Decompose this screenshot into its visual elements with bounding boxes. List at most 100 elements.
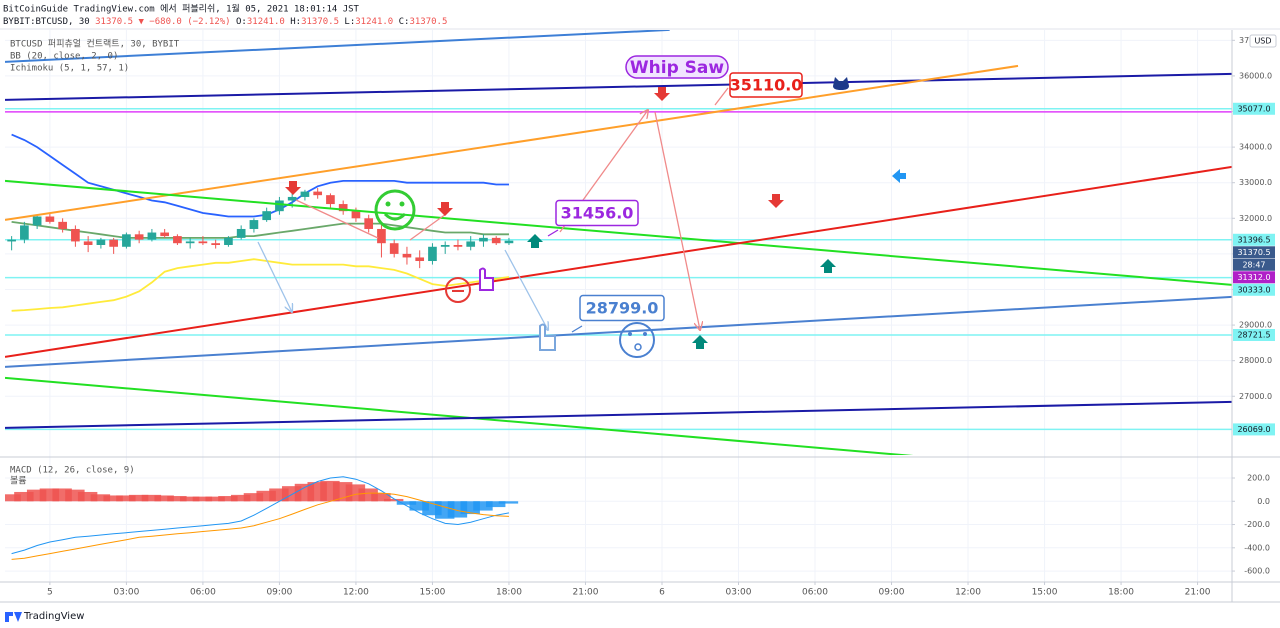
happy-face [374,189,416,231]
y-tick-label: 29000.0 [1239,321,1272,330]
macd-histogram-bar [128,494,149,502]
x-tick-label: 21:00 [1185,588,1211,598]
y-tick-label: 32000.0 [1239,214,1272,223]
macd-title: MACD (12, 26, close, 9) [10,466,135,476]
candle-body [338,204,348,212]
quote-part: C: [393,17,409,27]
callout-text: 28799.0 [586,299,659,318]
candle-body [479,237,488,242]
quote-part: 31241.0 [355,17,393,27]
candle-body [160,232,169,237]
y-tick-label: -400.0 [1244,543,1270,552]
quote-part: BYBIT:BTCUSD, 30 [3,17,95,27]
arrow [547,229,559,237]
candle-body [249,220,259,229]
arrow [295,199,379,239]
left-marker [892,169,906,183]
candle-body [134,234,144,240]
x-tick-label: 12:00 [343,588,369,598]
y-tick-label: 34000.0 [1239,143,1272,152]
candle-body [58,221,67,229]
quote-part: O: [231,17,247,27]
macd-histogram-bar [141,494,162,502]
macd-histogram-bar [473,501,493,511]
x-tick-label: 6 [659,588,665,598]
dizzy-face [619,322,655,358]
footer-brand: TradingView [23,611,84,622]
trend-line [5,72,1232,101]
trend-line [5,179,1232,286]
callout-box [579,294,665,322]
arrow [409,213,447,241]
quote-part: 31370.5 [301,17,339,27]
x-tick-label: 5 [47,588,53,598]
arrow [714,87,729,106]
macd-histogram-bar [486,501,506,508]
candle-body [428,246,437,262]
macd-histogram-bar [205,496,225,502]
candle-body [402,253,412,258]
down-marker [654,87,670,101]
trend-line [5,30,670,63]
candle-body [198,241,208,244]
candle-body [45,216,55,222]
macd-histogram-bar [383,498,404,502]
candle-body [109,239,118,247]
x-tick-label: 06:00 [802,588,828,598]
quote-part: 31370.5 ▼ −680.0 (−2.12%) [95,17,230,27]
price-label-box [1233,233,1275,246]
candle-body [491,237,501,244]
candle-body [275,200,284,212]
x-tick-label: 12:00 [955,588,981,598]
callout-box [625,55,729,79]
callout-box [729,72,803,98]
candle-body [453,244,463,247]
candle-body [287,196,297,201]
price-label-box [1233,246,1275,259]
cat-icon [833,77,849,90]
price-label: 31370.5 [1237,248,1270,257]
candle-body [262,211,272,221]
trend-line [5,295,1232,368]
price-label: 31396.5 [1237,235,1270,244]
labels: BitCoinGuide TradingView.com 에서 퍼블리쉬, 1월… [3,3,1277,622]
hand-icon [479,267,494,291]
macd-histogram-bar [5,494,21,502]
x-tick-label: 18:00 [1108,588,1134,598]
macd-histogram-bar [371,493,391,502]
header-quote: BYBIT:BTCUSD, 30 31370.5 ▼ −680.0 (−2.12… [3,17,447,27]
down-marker [285,181,301,195]
legend: BTCUSD 퍼피츄얼 컨트랙트, 30, BYBIT [10,39,180,50]
main-pane [5,30,1232,455]
arrow [571,325,583,333]
trend-line [5,400,1232,429]
candle-body [389,243,399,254]
x-tick-label: 18:00 [496,588,522,598]
macd-histogram-bar [77,491,98,502]
macd-line [11,476,510,555]
legend: Ichimoku (5, 1, 57, 1) [10,64,129,74]
macd-histogram-bar [192,496,213,502]
x-tick-label: 03:00 [113,588,139,598]
arrow [257,241,292,312]
quote-part: H: [285,17,301,27]
macd-histogram-bar [179,496,200,502]
quote-part: L: [339,17,355,27]
price-label: 26069.0 [1237,425,1270,434]
candle-body [96,239,106,245]
band-line [11,221,509,239]
arrow [504,249,548,330]
quote-part: 31370.5 [409,17,447,27]
unit-label: USD [1254,37,1271,46]
x-tick-label: 09:00 [879,588,905,598]
candle-body [236,228,246,238]
candle-body [7,239,16,242]
trend-line [5,165,1232,358]
candle-body [326,195,335,205]
sad-face [445,277,471,303]
macd-histogram-bar [409,501,429,511]
candle-body [83,241,93,245]
y-tick-label: 33000.0 [1239,178,1272,187]
macd-pane [5,476,519,560]
